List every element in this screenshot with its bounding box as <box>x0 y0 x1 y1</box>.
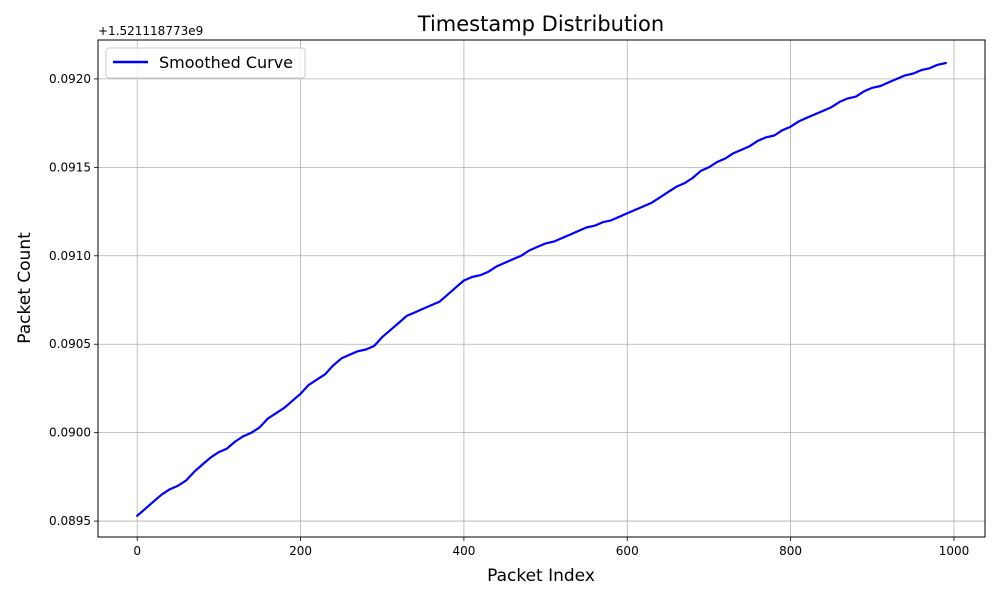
y-axis-offset-label: +1.521118773e9 <box>98 24 203 38</box>
x-tick-label: 600 <box>616 544 639 558</box>
series-layer <box>136 61 947 517</box>
y-tick-label: 0.0915 <box>49 160 91 174</box>
x-axis-title: Packet Index <box>487 566 595 586</box>
series-line-smoothed-curve <box>136 61 947 517</box>
grid <box>98 40 985 537</box>
x-tick-label: 800 <box>779 544 802 558</box>
y-tick-label: 0.0900 <box>49 426 91 440</box>
y-axis-title: Packet Count <box>15 232 35 344</box>
legend-label-smoothed-curve: Smoothed Curve <box>159 53 293 72</box>
y-tick-label: 0.0895 <box>49 514 91 528</box>
x-tick-label: 400 <box>452 544 475 558</box>
x-tick-label: 1000 <box>939 544 970 558</box>
chart-title: Timestamp Distribution <box>417 12 664 36</box>
x-tick-label: 0 <box>133 544 141 558</box>
plot-frame <box>97 39 986 538</box>
y-tick-label: 0.0905 <box>49 337 91 351</box>
y-tick-label: 0.0910 <box>49 249 91 263</box>
y-tick-label: 0.0920 <box>49 72 91 86</box>
legend-box <box>105 47 306 79</box>
legend: Smoothed Curve <box>105 47 306 79</box>
x-tick-label: 200 <box>289 544 312 558</box>
x-axis-ticks: 0 200 400 600 800 1000 <box>133 537 969 558</box>
y-axis-ticks: 0.0895 0.0900 0.0905 0.0910 0.0915 0.0920 <box>49 72 98 528</box>
